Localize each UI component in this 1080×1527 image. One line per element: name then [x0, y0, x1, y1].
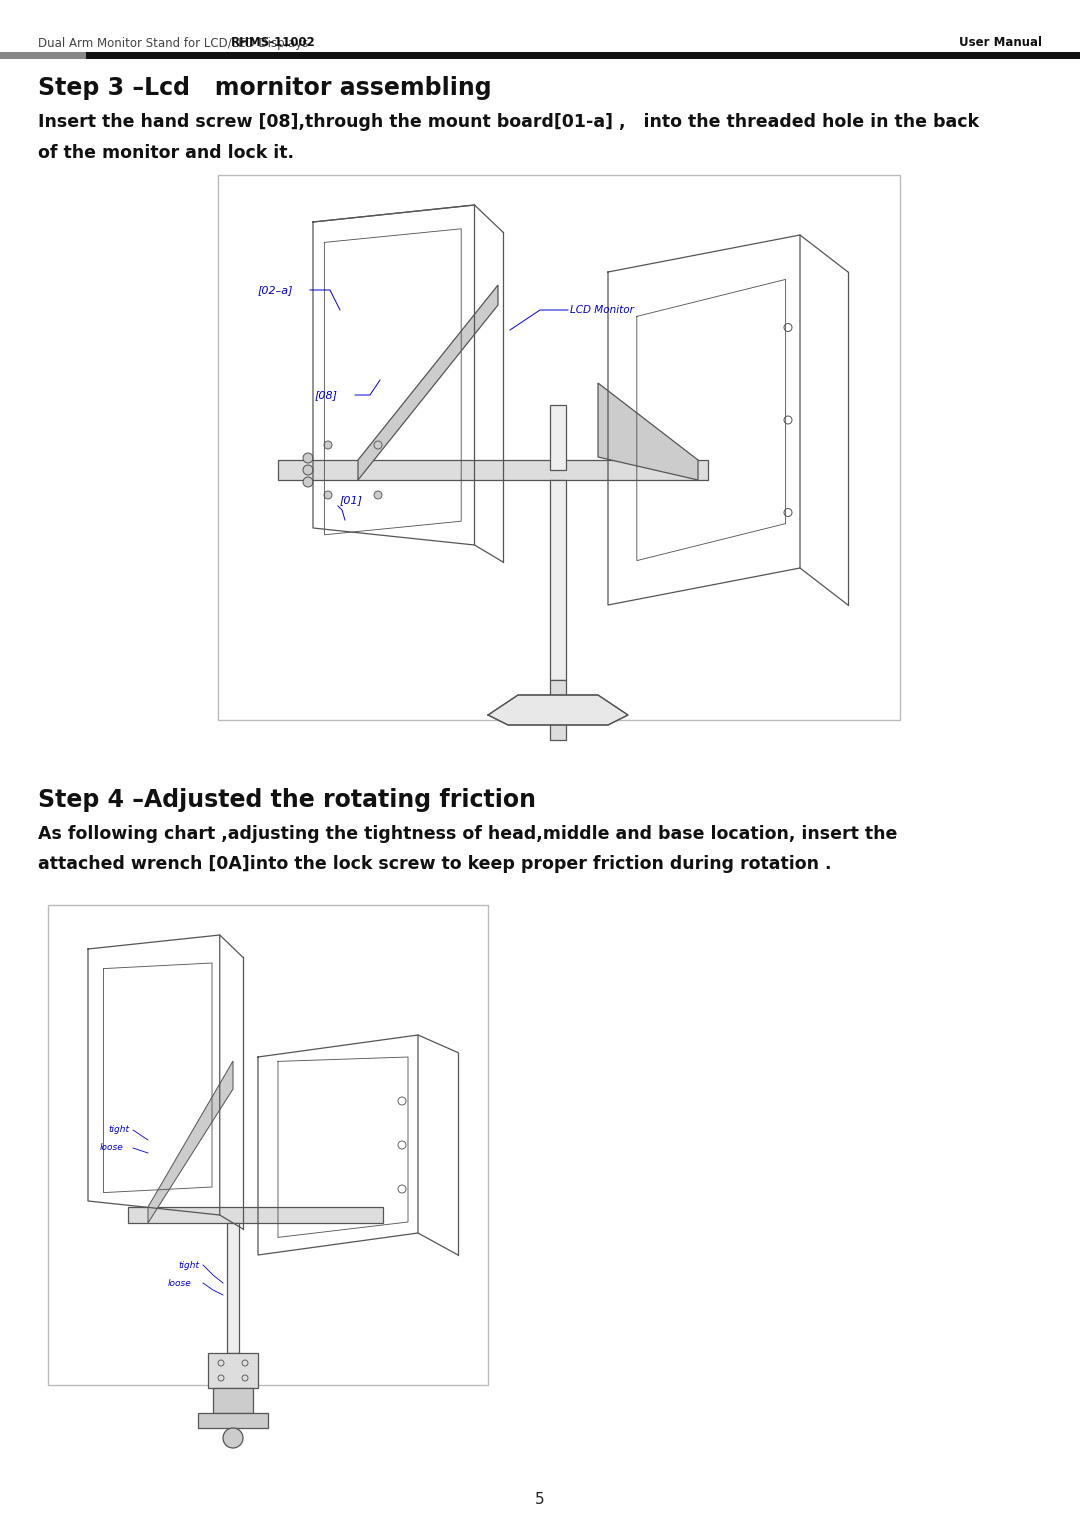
Bar [213, 1388, 253, 1412]
Text: User Manual: User Manual [959, 37, 1042, 49]
Text: [02–a]: [02–a] [258, 286, 294, 295]
Text: Step 3 –Lcd   mornitor assembling: Step 3 –Lcd mornitor assembling [38, 76, 491, 99]
Polygon shape [357, 286, 498, 479]
Text: loose: loose [168, 1278, 192, 1287]
Text: Dual Arm Monitor Stand for LCD/LED Displays: Dual Arm Monitor Stand for LCD/LED Displ… [38, 37, 312, 49]
Bar [218, 176, 900, 721]
Circle shape [324, 492, 332, 499]
Bar [86, 52, 1080, 60]
Bar [0, 52, 86, 60]
Text: Insert the hand screw [08],through the mount board[01-a] ,   into the threaded h: Insert the hand screw [08],through the m… [38, 113, 978, 131]
Circle shape [303, 476, 313, 487]
Text: attached wrench [0A]into the lock screw to keep proper friction during rotation : attached wrench [0A]into the lock screw … [38, 855, 832, 873]
Circle shape [303, 454, 313, 463]
Bar [550, 479, 566, 680]
Bar [129, 1206, 383, 1223]
Text: As following chart ,adjusting the tightness of head,middle and base location, in: As following chart ,adjusting the tightn… [38, 825, 897, 843]
Text: tight: tight [178, 1260, 199, 1269]
Polygon shape [488, 695, 627, 725]
Circle shape [374, 441, 382, 449]
Bar [227, 1223, 239, 1353]
Bar [48, 906, 488, 1385]
Bar [278, 460, 708, 479]
Bar [208, 1353, 258, 1388]
Bar [550, 680, 566, 741]
Text: LCD Monitor: LCD Monitor [570, 305, 634, 315]
Circle shape [324, 441, 332, 449]
Text: [08]: [08] [315, 389, 338, 400]
Circle shape [303, 466, 313, 475]
Text: tight: tight [108, 1125, 129, 1135]
Polygon shape [148, 1061, 233, 1223]
Circle shape [374, 492, 382, 499]
Text: 5: 5 [536, 1492, 544, 1507]
Polygon shape [598, 383, 698, 479]
Bar [198, 1412, 268, 1428]
Bar [550, 405, 566, 470]
Text: Step 4 –Adjusted the rotating friction: Step 4 –Adjusted the rotating friction [38, 788, 536, 812]
Circle shape [222, 1428, 243, 1448]
Text: RHMS-11002: RHMS-11002 [231, 37, 315, 49]
Text: loose: loose [100, 1144, 124, 1153]
Text: of the monitor and lock it.: of the monitor and lock it. [38, 144, 294, 162]
Text: [01]: [01] [340, 495, 363, 505]
